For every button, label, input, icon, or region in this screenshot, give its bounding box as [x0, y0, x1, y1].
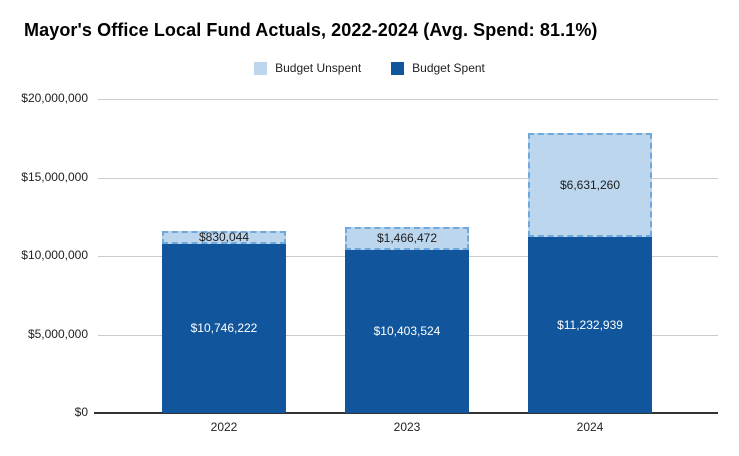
legend: Budget Unspent Budget Spent	[0, 61, 739, 75]
y-axis-tick-label: $5,000,000	[27, 326, 88, 341]
legend-swatch-budget-spent	[391, 61, 405, 75]
x-axis-tick-label-2022: 2022	[210, 420, 238, 434]
bar-value-label-spent: $11,232,939	[557, 317, 623, 332]
y-axis-tick-label: $15,000,000	[21, 169, 88, 184]
legend-item-budget-unspent: Budget Unspent	[254, 61, 361, 75]
y-axis-tick-label: $10,000,000	[21, 248, 88, 262]
legend-label: Budget Unspent	[275, 61, 362, 75]
x-axis-tick-label-2023: 2023	[393, 420, 421, 434]
bar-value-label-unspent: $6,631,260	[559, 177, 621, 192]
bar-value-label-unspent: $830,044	[198, 230, 250, 244]
bar-segment-budget-unspent-2023[interactable]: $1,466,472	[345, 227, 469, 250]
bar-value-label-unspent: $1,466,472	[376, 231, 438, 245]
legend-item-budget-spent: Budget Spent	[391, 61, 485, 75]
gridline	[98, 99, 718, 100]
bar-segment-budget-unspent-2022[interactable]: $830,044	[162, 231, 286, 244]
legend-label: Budget Spent	[412, 61, 485, 75]
x-axis-tick-label-2024: 2024	[576, 420, 604, 434]
y-axis-tick-label: $0	[74, 405, 88, 419]
y-axis-tick-label: $20,000,000	[21, 91, 88, 105]
bar-2024: $11,232,939 $6,631,260	[528, 99, 652, 413]
x-axis-line	[94, 412, 718, 414]
bar-segment-budget-spent-2022[interactable]: $10,746,222	[162, 244, 286, 413]
gridline	[98, 177, 718, 179]
bar-2023: $10,403,524 $1,466,472	[345, 99, 469, 413]
bar-value-label-spent: $10,746,222	[190, 321, 258, 335]
legend-swatch-budget-unspent	[254, 61, 268, 75]
chart-title: Mayor's Office Local Fund Actuals, 2022-…	[24, 20, 598, 40]
bar-segment-budget-spent-2023[interactable]: $10,403,524	[345, 250, 469, 413]
plot-area: $10,746,222 $830,044 2022 $10,403,524 $1,466…	[94, 99, 718, 434]
bar-segment-budget-spent-2024[interactable]: $11,232,939	[528, 237, 652, 413]
bar-2022: $10,746,222 $830,044	[162, 99, 286, 413]
bar-value-label-spent: $10,403,524	[373, 324, 441, 338]
bar-segment-budget-unspent-2024[interactable]: $6,631,260	[528, 133, 652, 237]
